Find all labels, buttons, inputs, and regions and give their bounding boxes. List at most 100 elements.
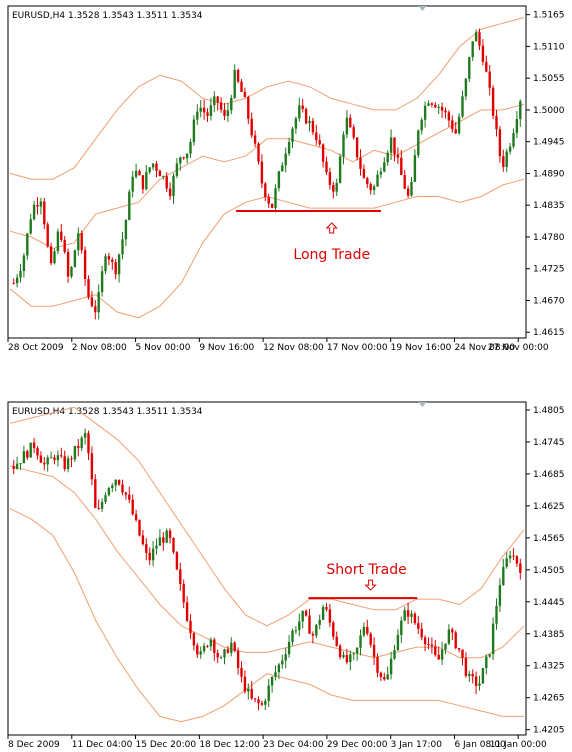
x-tick-label: 23 Dec 04:00 — [263, 740, 324, 750]
candle-body — [145, 544, 148, 553]
x-tick-label: 2 Nov 08:00 — [72, 343, 127, 353]
x-tick-label: 11 Jan 00:00 — [490, 740, 547, 750]
y-tick-label: 1.4670 — [533, 296, 565, 306]
candle-body — [243, 676, 247, 692]
candle-body — [281, 165, 284, 172]
candle-body — [141, 535, 145, 545]
candle-body — [430, 103, 434, 105]
candle-body — [294, 118, 298, 129]
candle-body — [111, 259, 114, 263]
candle-body — [478, 32, 481, 46]
candle-body — [253, 135, 257, 144]
candle-body — [393, 137, 396, 155]
candle-body — [182, 157, 185, 159]
candle-body — [148, 167, 151, 173]
candle-body — [325, 606, 328, 610]
x-tick-label: 18 Dec 12:00 — [199, 740, 260, 750]
candle-body — [366, 178, 369, 185]
candle-body — [457, 648, 461, 650]
candle-body — [202, 107, 206, 113]
candle-body — [124, 492, 128, 495]
candle-body — [202, 645, 206, 652]
candle-body — [32, 442, 36, 449]
candle-body — [315, 132, 318, 141]
candle-body — [131, 176, 134, 192]
candle-body — [117, 254, 121, 275]
candle-body — [335, 182, 338, 192]
candle-body — [162, 537, 165, 543]
candle-body — [457, 116, 461, 134]
x-tick-label: 8 Dec 2009 — [8, 740, 60, 750]
candle-body — [311, 120, 315, 133]
candle-body — [70, 267, 73, 277]
candle-body — [376, 656, 379, 673]
y-tick-label: 1.4685 — [533, 470, 565, 480]
candle-body — [308, 120, 311, 124]
candle-body — [100, 501, 104, 509]
candle-body — [209, 105, 213, 116]
candle-body — [515, 119, 519, 133]
candle-body — [355, 647, 359, 654]
candle-body — [219, 657, 223, 659]
candle-body — [376, 174, 379, 187]
candle-body — [189, 142, 192, 154]
candle-body — [321, 606, 325, 620]
candle-body — [451, 120, 454, 130]
candle-body — [199, 107, 202, 112]
candle-body — [192, 633, 196, 646]
candle-body — [406, 610, 410, 617]
candle-body — [32, 204, 36, 220]
candle-body — [260, 161, 264, 184]
candle-body — [155, 163, 158, 171]
candle-body — [168, 530, 172, 538]
candle-body — [349, 654, 352, 663]
candle-body — [372, 186, 376, 191]
candle-body — [298, 105, 301, 119]
candle-body — [12, 283, 15, 285]
candle-body — [491, 623, 495, 655]
candle-body — [141, 175, 145, 190]
candle-body — [53, 457, 56, 461]
candle-body — [77, 233, 80, 251]
candle-body — [179, 569, 182, 584]
candle-body — [379, 171, 383, 175]
candle-body — [386, 674, 389, 680]
trade-annotation-label: Short Trade — [326, 562, 406, 578]
candle-body — [308, 615, 311, 634]
candle-body — [474, 32, 478, 42]
candle-body — [488, 654, 491, 657]
candle-body — [162, 176, 165, 178]
candle-body — [223, 649, 226, 658]
candle-body — [243, 91, 247, 98]
candle-body — [495, 605, 498, 624]
candle-body — [104, 256, 107, 272]
candle-body — [389, 658, 393, 675]
candle-body — [26, 233, 29, 256]
candle-body — [12, 465, 15, 469]
chart-panel-2: EURUSD,H4 1.3528 1.3543 1.3511 1.3534 1.4… — [7, 401, 565, 750]
candle-body — [189, 620, 192, 634]
candle-body — [49, 246, 53, 264]
candle-body — [423, 105, 427, 120]
candle-body — [22, 255, 26, 271]
middle-band-line — [9, 103, 525, 250]
candle-body — [440, 106, 444, 111]
candle-body — [355, 137, 359, 158]
candle-body — [128, 494, 131, 500]
candle-body — [97, 507, 100, 509]
candle-body — [369, 184, 372, 191]
candle-body — [277, 171, 281, 189]
candle-body — [362, 168, 366, 179]
candle-body — [219, 102, 223, 110]
candle-body — [26, 451, 29, 458]
candle-body — [43, 201, 46, 225]
candle-body — [291, 128, 294, 142]
candle-body — [468, 57, 471, 79]
candle-body — [73, 445, 77, 460]
chart-panel-1: EURUSD,H4 1.3528 1.3543 1.3511 1.3534 1.5… — [7, 5, 565, 353]
candle-body — [430, 644, 434, 647]
candle-body — [464, 657, 468, 676]
candle-body — [485, 656, 488, 669]
candle-body — [304, 610, 308, 616]
candle-body — [39, 201, 43, 207]
